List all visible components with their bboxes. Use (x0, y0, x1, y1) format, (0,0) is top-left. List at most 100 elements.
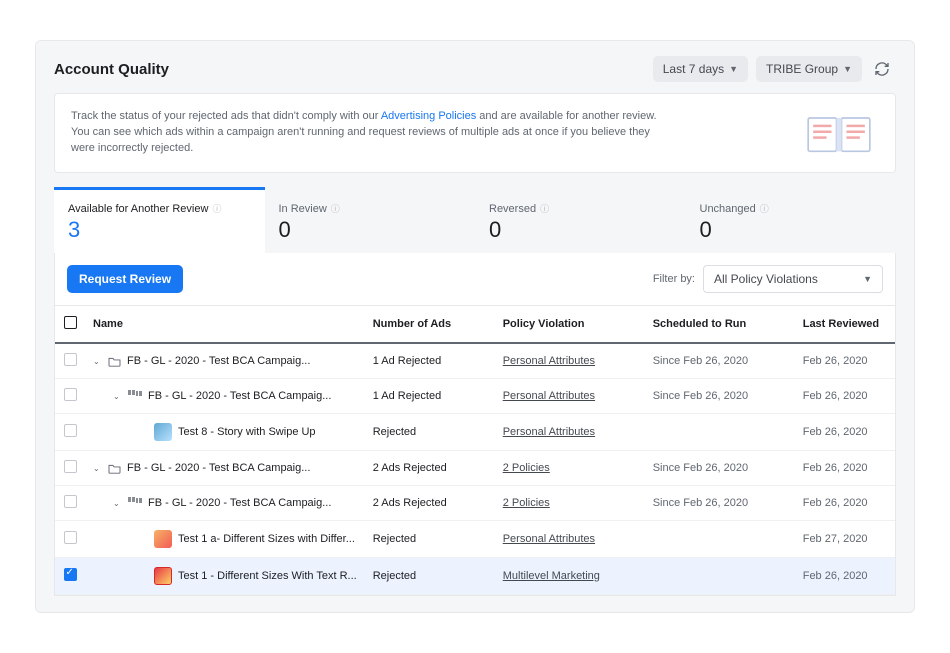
policy-violation-link[interactable]: Personal Attributes (503, 390, 595, 402)
adset-icon (128, 390, 142, 402)
expand-toggle[interactable]: ⌄ (113, 392, 122, 401)
tab-count: 3 (68, 217, 251, 243)
refresh-button[interactable] (868, 55, 896, 83)
row-last-reviewed: Feb 26, 2020 (795, 558, 895, 595)
row-num-ads: Rejected (365, 521, 495, 558)
table-row[interactable]: ⌄ FB - GL - 2020 - Test BCA Campaig... 2 A… (55, 486, 895, 521)
row-scheduled (645, 558, 795, 595)
row-name: Test 1 a- Different Sizes with Differ... (178, 533, 355, 545)
row-last-reviewed: Feb 27, 2020 (795, 521, 895, 558)
row-num-ads: 2 Ads Rejected (365, 451, 495, 486)
row-name: FB - GL - 2020 - Test BCA Campaig... (148, 497, 331, 509)
folder-icon (108, 356, 121, 367)
policy-violation-link[interactable]: 2 Policies (503, 462, 550, 474)
policy-violation-link[interactable]: Personal Attributes (503, 533, 595, 545)
chevron-down-icon: ▼ (863, 274, 872, 284)
row-num-ads: 2 Ads Rejected (365, 486, 495, 521)
tab-label: In Review (279, 203, 327, 215)
policy-violation-link[interactable]: Personal Attributes (503, 355, 595, 367)
banner-text: Track the status of your rejected ads th… (71, 109, 671, 157)
tab-label: Available for Another Review (68, 203, 208, 215)
row-checkbox[interactable] (64, 531, 77, 544)
filter-dropdown[interactable]: All Policy Violations ▼ (703, 265, 883, 293)
page-title: Account Quality (54, 61, 169, 78)
row-checkbox[interactable] (64, 388, 77, 401)
row-num-ads: Rejected (365, 414, 495, 451)
row-name: Test 8 - Story with Swipe Up (178, 426, 316, 438)
table-row[interactable]: ⌄ FB - GL - 2020 - Test BCA Campaig... 2 A… (55, 451, 895, 486)
info-icon: ⓘ (212, 202, 221, 215)
org-label: TRIBE Group (766, 62, 838, 76)
folder-icon (108, 463, 121, 474)
tab-in-review[interactable]: In Review ⓘ 0 (265, 187, 476, 253)
row-checkbox[interactable] (64, 495, 77, 508)
row-checkbox[interactable] (64, 424, 77, 437)
policies-link[interactable]: Advertising Policies (381, 110, 476, 122)
row-last-reviewed: Feb 26, 2020 (795, 379, 895, 414)
table-row[interactable]: Test 8 - Story with Swipe Up Rejected Pers… (55, 414, 895, 451)
chevron-down-icon: ▼ (843, 64, 852, 74)
row-name: FB - GL - 2020 - Test BCA Campaig... (127, 355, 310, 367)
expand-toggle[interactable]: ⌄ (93, 464, 102, 473)
policy-violation-link[interactable]: Multilevel Marketing (503, 570, 600, 582)
info-icon: ⓘ (331, 202, 340, 215)
filter-value: All Policy Violations (714, 272, 818, 286)
request-review-button[interactable]: Request Review (67, 265, 183, 293)
col-policy[interactable]: Policy Violation (495, 306, 645, 344)
row-num-ads: 1 Ad Rejected (365, 343, 495, 379)
expand-toggle[interactable]: ⌄ (93, 357, 102, 366)
policy-violation-link[interactable]: Personal Attributes (503, 426, 595, 438)
results-content: Request Review Filter by: All Policy Vio… (54, 253, 896, 596)
table-row[interactable]: Test 1 a- Different Sizes with Differ...… (55, 521, 895, 558)
table-row[interactable]: Test 1 - Different Sizes With Text R...R… (55, 558, 895, 595)
tab-reversed[interactable]: Reversed ⓘ 0 (475, 187, 686, 253)
row-name: FB - GL - 2020 - Test BCA Campaig... (127, 462, 310, 474)
tab-count: 0 (279, 217, 462, 243)
info-icon: ⓘ (540, 202, 549, 215)
ad-thumbnail (154, 567, 172, 585)
tab-available-for-another-review[interactable]: Available for Another Review ⓘ 3 (54, 187, 265, 253)
content-toolbar: Request Review Filter by: All Policy Vio… (55, 253, 895, 305)
row-name: FB - GL - 2020 - Test BCA Campaig... (148, 390, 331, 402)
ads-table: Name Number of Ads Policy Violation Sche… (55, 305, 895, 595)
col-name[interactable]: Name (85, 306, 365, 344)
col-num-ads[interactable]: Number of Ads (365, 306, 495, 344)
row-checkbox[interactable] (64, 460, 77, 473)
row-scheduled: Since Feb 26, 2020 (645, 379, 795, 414)
org-dropdown[interactable]: TRIBE Group ▼ (756, 56, 862, 82)
col-last-reviewed[interactable]: Last Reviewed (795, 306, 895, 344)
chevron-down-icon: ▼ (729, 64, 738, 74)
table-row[interactable]: ⌄ FB - GL - 2020 - Test BCA Campaig... 1 A… (55, 379, 895, 414)
table-row[interactable]: ⌄ FB - GL - 2020 - Test BCA Campaig... 1 A… (55, 343, 895, 379)
tab-label: Unchanged (700, 203, 756, 215)
policy-violation-link[interactable]: 2 Policies (503, 497, 550, 509)
row-last-reviewed: Feb 26, 2020 (795, 414, 895, 451)
tab-unchanged[interactable]: Unchanged ⓘ 0 (686, 187, 897, 253)
col-scheduled[interactable]: Scheduled to Run (645, 306, 795, 344)
expand-toggle[interactable]: ⌄ (113, 499, 122, 508)
info-banner: Track the status of your rejected ads th… (54, 93, 896, 173)
row-scheduled: Since Feb 26, 2020 (645, 451, 795, 486)
filter-by-label: Filter by: (653, 273, 695, 285)
tab-count: 0 (489, 217, 672, 243)
row-last-reviewed: Feb 26, 2020 (795, 486, 895, 521)
date-range-dropdown[interactable]: Last 7 days ▼ (653, 56, 748, 82)
refresh-icon (874, 61, 890, 77)
panel-header: Account Quality Last 7 days ▼ TRIBE Grou… (36, 41, 914, 93)
tab-count: 0 (700, 217, 883, 243)
ad-thumbnail (154, 530, 172, 548)
date-range-label: Last 7 days (663, 62, 724, 76)
tab-label: Reversed (489, 203, 536, 215)
row-num-ads: 1 Ad Rejected (365, 379, 495, 414)
row-scheduled (645, 414, 795, 451)
adset-icon (128, 497, 142, 509)
row-checkbox[interactable] (64, 568, 77, 581)
status-tabs: Available for Another Review ⓘ 3 In Review ⓘ… (54, 187, 896, 253)
row-checkbox[interactable] (64, 353, 77, 366)
ad-thumbnail (154, 423, 172, 441)
row-name: Test 1 - Different Sizes With Text R... (178, 570, 357, 582)
select-all-checkbox[interactable] (64, 316, 77, 329)
account-quality-panel: Account Quality Last 7 days ▼ TRIBE Grou… (35, 40, 915, 613)
info-icon: ⓘ (760, 202, 769, 215)
row-scheduled: Since Feb 26, 2020 (645, 486, 795, 521)
